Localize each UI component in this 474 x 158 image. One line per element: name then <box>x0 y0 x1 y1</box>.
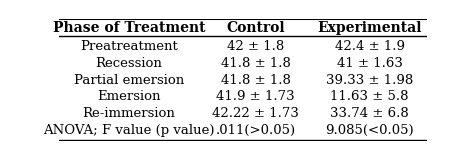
Text: Partial emersion: Partial emersion <box>74 74 184 87</box>
Text: 11.63 ± 5.8: 11.63 ± 5.8 <box>330 90 409 103</box>
Text: Emersion: Emersion <box>97 90 161 103</box>
Text: Re-immersion: Re-immersion <box>82 107 175 120</box>
Text: Experimental: Experimental <box>318 21 422 35</box>
Text: 9.085(<0.05): 9.085(<0.05) <box>325 124 414 137</box>
Text: 39.33 ± 1.98: 39.33 ± 1.98 <box>326 74 413 87</box>
Text: 41 ± 1.63: 41 ± 1.63 <box>337 57 402 70</box>
Text: 42 ± 1.8: 42 ± 1.8 <box>227 40 284 53</box>
Text: Control: Control <box>227 21 285 35</box>
Text: .011(>0.05): .011(>0.05) <box>216 124 296 137</box>
Text: Preatreatment: Preatreatment <box>80 40 178 53</box>
Text: Phase of Treatment: Phase of Treatment <box>53 21 205 35</box>
Text: 42.4 ± 1.9: 42.4 ± 1.9 <box>335 40 405 53</box>
Text: 41.8 ± 1.8: 41.8 ± 1.8 <box>221 57 291 70</box>
Text: 42.22 ± 1.73: 42.22 ± 1.73 <box>212 107 299 120</box>
Text: Recession: Recession <box>96 57 163 70</box>
Text: 33.74 ± 6.8: 33.74 ± 6.8 <box>330 107 409 120</box>
Text: 41.8 ± 1.8: 41.8 ± 1.8 <box>221 74 291 87</box>
Text: ANOVA; F value (p value): ANOVA; F value (p value) <box>43 124 215 137</box>
Text: 41.9 ± 1.73: 41.9 ± 1.73 <box>217 90 295 103</box>
